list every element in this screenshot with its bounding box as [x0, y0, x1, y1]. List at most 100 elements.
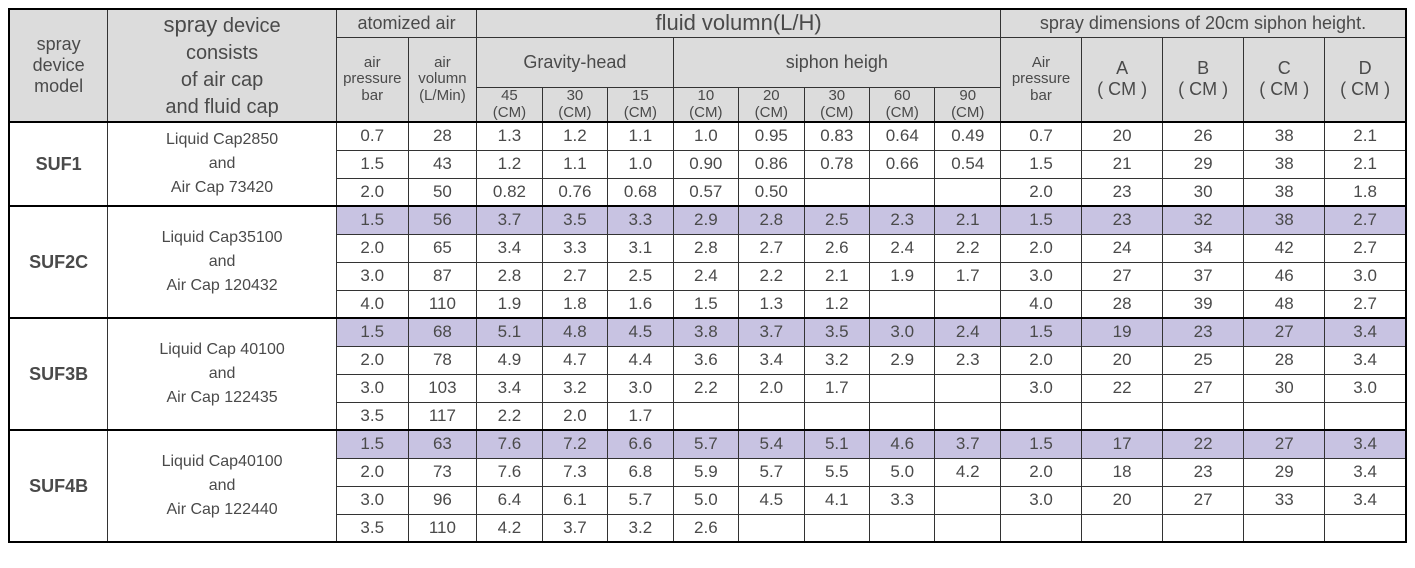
- data-cell: 2.0: [336, 234, 408, 262]
- data-cell: 39: [1163, 290, 1244, 318]
- data-cell: [870, 374, 935, 402]
- data-cell: 2.8: [673, 234, 738, 262]
- hdr-gravity-head: Gravity-head: [477, 37, 673, 88]
- data-cell: 2.8: [739, 206, 804, 234]
- data-cell: 3.0: [336, 262, 408, 290]
- data-cell: [1325, 402, 1406, 430]
- data-cell: 24: [1082, 234, 1163, 262]
- data-cell: 3.7: [739, 318, 804, 346]
- data-cell: 0.49: [935, 122, 1001, 150]
- hdr-air-pressure-2: Air pressure bar: [1000, 37, 1081, 122]
- data-cell: 1.2: [804, 290, 869, 318]
- data-cell: 1.3: [739, 290, 804, 318]
- data-cell: [1000, 402, 1081, 430]
- data-cell: 29: [1163, 150, 1244, 178]
- data-cell: 68: [408, 318, 477, 346]
- data-cell: 2.1: [1325, 122, 1406, 150]
- data-cell: 5.9: [673, 458, 738, 486]
- data-cell: 0.78: [804, 150, 869, 178]
- data-cell: 48: [1244, 290, 1325, 318]
- desc-cell: Liquid Cap40100 and Air Cap 122440: [108, 430, 337, 542]
- data-cell: 6.8: [608, 458, 673, 486]
- data-cell: 63: [408, 430, 477, 458]
- data-cell: 5.7: [673, 430, 738, 458]
- data-cell: 2.2: [739, 262, 804, 290]
- data-cell: [1244, 514, 1325, 542]
- data-cell: 26: [1163, 122, 1244, 150]
- data-cell: 2.3: [935, 346, 1001, 374]
- hdr-B: B ( CM ): [1163, 37, 1244, 122]
- data-cell: 38: [1244, 150, 1325, 178]
- data-cell: 2.3: [870, 206, 935, 234]
- data-cell: 4.4: [608, 346, 673, 374]
- hdr-g15: 15 (CM): [608, 88, 673, 123]
- data-cell: 5.0: [870, 458, 935, 486]
- data-cell: 103: [408, 374, 477, 402]
- data-cell: [804, 178, 869, 206]
- data-cell: 2.2: [673, 374, 738, 402]
- data-cell: 5.4: [739, 430, 804, 458]
- data-cell: [870, 514, 935, 542]
- data-cell: [1082, 514, 1163, 542]
- data-cell: 1.5: [1000, 150, 1081, 178]
- data-cell: 18: [1082, 458, 1163, 486]
- desc-cell: Liquid Cap35100 and Air Cap 120432: [108, 206, 337, 318]
- data-cell: 5.1: [477, 318, 542, 346]
- table-header: spray device model spray deviceconsistso…: [9, 9, 1406, 122]
- hdr-fluid-volumn: fluid volumn(L/H): [477, 9, 1001, 37]
- data-cell: 2.0: [1000, 178, 1081, 206]
- data-cell: 1.2: [542, 122, 607, 150]
- data-cell: [935, 486, 1001, 514]
- hdr-s20: 20 (CM): [739, 88, 804, 123]
- data-cell: 1.5: [336, 430, 408, 458]
- data-cell: 1.9: [477, 290, 542, 318]
- model-cell: SUF2C: [9, 206, 108, 318]
- data-cell: 65: [408, 234, 477, 262]
- data-cell: 3.3: [608, 206, 673, 234]
- data-cell: [1000, 514, 1081, 542]
- data-cell: 42: [1244, 234, 1325, 262]
- data-cell: [804, 402, 869, 430]
- data-cell: 2.9: [673, 206, 738, 234]
- data-cell: 38: [1244, 122, 1325, 150]
- data-cell: 7.6: [477, 430, 542, 458]
- data-cell: 22: [1163, 430, 1244, 458]
- data-cell: 2.0: [1000, 346, 1081, 374]
- data-cell: 21: [1082, 150, 1163, 178]
- model-cell: SUF1: [9, 122, 108, 206]
- data-cell: [673, 402, 738, 430]
- data-cell: 27: [1163, 374, 1244, 402]
- hdr-A: A ( CM ): [1082, 37, 1163, 122]
- data-cell: 3.4: [1325, 458, 1406, 486]
- data-cell: 2.6: [673, 514, 738, 542]
- data-cell: 4.9: [477, 346, 542, 374]
- data-cell: 1.7: [804, 374, 869, 402]
- data-cell: 96: [408, 486, 477, 514]
- data-cell: 20: [1082, 346, 1163, 374]
- hdr-spray-dim: spray dimensions of 20cm siphon height.: [1000, 9, 1406, 37]
- table-row: SUF2CLiquid Cap35100 and Air Cap 1204321…: [9, 206, 1406, 234]
- data-cell: 2.7: [1325, 206, 1406, 234]
- hdr-g30: 30 (CM): [542, 88, 607, 123]
- data-cell: [935, 178, 1001, 206]
- hdr-g45: 45 (CM): [477, 88, 542, 123]
- data-cell: 0.57: [673, 178, 738, 206]
- data-cell: 56: [408, 206, 477, 234]
- data-cell: 0.86: [739, 150, 804, 178]
- data-cell: 38: [1244, 206, 1325, 234]
- hdr-air-pressure: air pressure bar: [336, 37, 408, 122]
- data-cell: 3.0: [1000, 486, 1081, 514]
- data-cell: 1.0: [673, 122, 738, 150]
- data-cell: 110: [408, 290, 477, 318]
- data-cell: 1.5: [1000, 206, 1081, 234]
- data-cell: 23: [1082, 206, 1163, 234]
- data-cell: 4.7: [542, 346, 607, 374]
- data-cell: 3.3: [542, 234, 607, 262]
- data-cell: 3.6: [673, 346, 738, 374]
- data-cell: 3.4: [477, 234, 542, 262]
- hdr-D: D ( CM ): [1325, 37, 1406, 122]
- data-cell: [739, 514, 804, 542]
- data-cell: 3.4: [1325, 486, 1406, 514]
- data-cell: 3.7: [477, 206, 542, 234]
- data-cell: 1.5: [336, 150, 408, 178]
